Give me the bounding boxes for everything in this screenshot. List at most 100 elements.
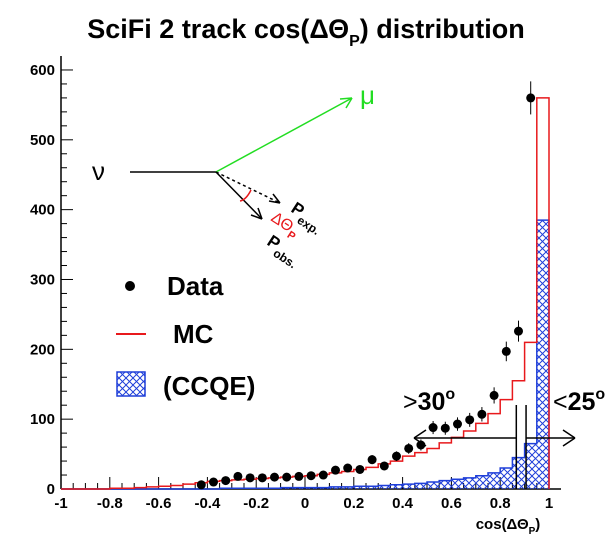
y-tick-label: 600 (30, 62, 55, 79)
x-axis-label: cos(ΔΘP) (476, 516, 541, 537)
data-point (233, 471, 243, 481)
legend-ccqe-marker (116, 371, 146, 397)
data-point (392, 451, 401, 461)
data-point-marker (294, 471, 304, 481)
data-point (343, 463, 353, 473)
cut-markers: >30o <25o (403, 386, 605, 489)
data-point (465, 412, 475, 427)
legend-mc-label: MC (173, 319, 214, 349)
data-point (379, 461, 389, 471)
histograms (61, 97, 550, 490)
data-point-marker (221, 476, 231, 486)
kinematics-diagram: ν μ Pexp. ΔΘP Pobs. (92, 80, 375, 271)
data-point (282, 472, 292, 482)
x-tick-label: 0.6 (441, 495, 462, 512)
ccqe-bin (390, 484, 403, 489)
data-point-marker (367, 455, 377, 465)
y-tick-label: 0 (47, 481, 55, 498)
data-point (440, 421, 450, 435)
y-tick-label: 500 (30, 132, 55, 149)
legend-item-data: Data (125, 271, 224, 301)
chart-title: SciFi 2 track cos(ΔΘP) distribution (87, 14, 524, 50)
legend-item-mc: MC (116, 319, 214, 349)
x-tick-label: -0.2 (243, 495, 269, 512)
data-point-marker (379, 461, 389, 471)
data-point-marker (233, 471, 243, 481)
y-tick-label: 100 (30, 411, 55, 428)
data-point-marker (306, 471, 316, 481)
data-point-marker (209, 477, 218, 487)
ccqe-bin (475, 475, 488, 489)
data-point-marker (245, 473, 255, 483)
data-point-marker (440, 423, 450, 433)
ccqe-bin (512, 457, 525, 489)
data-point (209, 477, 218, 487)
cut-arrowhead-30 (413, 429, 427, 447)
data-point (318, 470, 328, 480)
data-point (404, 443, 414, 454)
ccqe-bin (378, 485, 391, 489)
data-point-marker (453, 419, 462, 429)
y-tick-label: 200 (30, 341, 55, 358)
cut-arrowhead-25 (562, 429, 576, 447)
ccqe-bin (366, 486, 379, 489)
x-tick-label: 0.8 (490, 495, 511, 512)
ccqe-bin (536, 220, 549, 489)
mu-arrowhead (339, 97, 353, 109)
data-point-marker (318, 470, 328, 480)
data-point-marker (428, 423, 438, 433)
legend-data-marker (125, 281, 135, 291)
legend: Data MC (CCQE) (116, 271, 255, 401)
p-obs-label: Pobs. (261, 231, 304, 271)
p-obs-line (215, 171, 263, 220)
data-point-marker (196, 480, 206, 490)
x-tick-label: -0.6 (146, 495, 172, 512)
data-point-marker (282, 472, 292, 482)
data-point (416, 439, 426, 451)
x-tick-label: -0.8 (97, 495, 123, 512)
data-point (221, 476, 231, 486)
cut-label-25: <25o (553, 386, 605, 416)
nu-label: ν (92, 156, 105, 186)
data-point-marker (501, 346, 511, 356)
data-point-marker (270, 472, 279, 482)
data-point (306, 471, 316, 481)
ccqe-bin (500, 468, 513, 489)
data-point-marker (404, 443, 414, 453)
data-point (294, 471, 304, 481)
ccqe-bin (414, 483, 427, 489)
data-point-marker (343, 463, 353, 473)
ccqe-bin (439, 480, 452, 489)
data-point (355, 464, 365, 474)
data-point (245, 473, 255, 483)
y-tick-label: 400 (30, 202, 55, 219)
p-obs-arrowhead (250, 207, 263, 220)
cut-label-30: >30o (403, 386, 455, 416)
legend-ccqe-label: (CCQE) (163, 371, 255, 401)
x-tick-label: 0.2 (343, 495, 364, 512)
p-exp-arrowhead (268, 193, 281, 204)
x-tick-label: 1 (545, 495, 553, 512)
ccqe-bin (353, 486, 366, 489)
data-point (270, 472, 279, 482)
data-points (196, 81, 536, 490)
p-exp-line (215, 171, 281, 204)
data-point-marker (477, 409, 487, 419)
data-point-marker (526, 93, 536, 103)
ccqe-bin (451, 479, 464, 489)
data-point (477, 407, 487, 422)
ticks: -1 -0.8 -0.6 -0.4 -0.2 0 0.2 0.4 0.6 0.8 1 0 100 200 3… (30, 62, 553, 512)
delta-arc (239, 189, 252, 202)
legend-data-label: Data (167, 271, 224, 301)
ccqe-bin (341, 486, 354, 489)
data-point-marker (257, 473, 267, 483)
data-point (526, 81, 536, 115)
mu-line (215, 97, 353, 173)
data-point (367, 455, 377, 465)
data-point-marker (331, 465, 340, 475)
data-point (196, 480, 206, 490)
mc-histogram (61, 97, 550, 490)
ccqe-bin (427, 482, 440, 489)
